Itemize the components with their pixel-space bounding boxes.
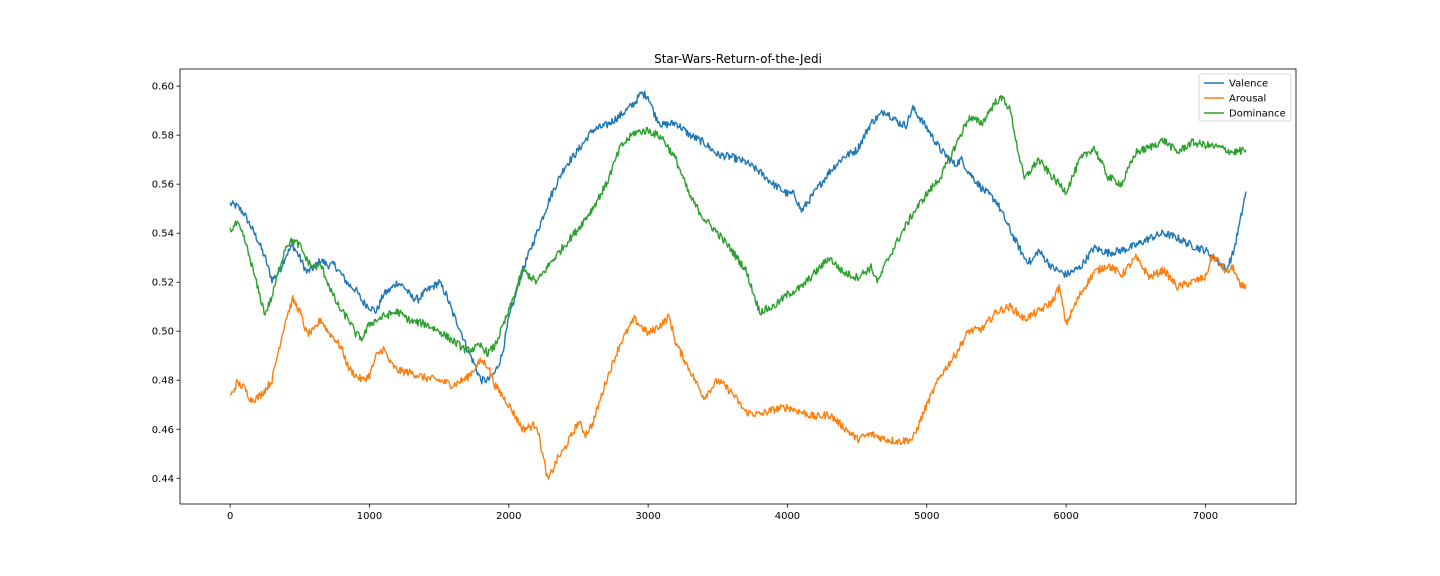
y-tick-label: 0.58 bbox=[152, 131, 174, 142]
y-tick-label: 0.54 bbox=[152, 229, 174, 240]
y-tick-label: 0.50 bbox=[152, 327, 174, 338]
x-tick-label: 0 bbox=[227, 511, 233, 522]
chart-title: Star-Wars-Return-of-the-Jedi bbox=[654, 52, 822, 66]
series-line-arousal bbox=[229, 253, 1247, 481]
y-tick-label: 0.52 bbox=[152, 278, 174, 289]
x-tick-label: 4000 bbox=[775, 511, 800, 522]
x-tick-label: 6000 bbox=[1053, 511, 1078, 522]
legend-label-valence: Valence bbox=[1229, 79, 1268, 90]
y-tick-label: 0.46 bbox=[152, 425, 174, 436]
y-tick-label: 0.44 bbox=[152, 474, 174, 485]
x-tick-label: 2000 bbox=[496, 511, 521, 522]
x-tick-label: 5000 bbox=[914, 511, 939, 522]
axes: 0 1000 2000 3000 4000 5000 6000 7000 0.44 0.46 0.4… bbox=[152, 68, 1297, 522]
x-tick-label: 1000 bbox=[357, 511, 382, 522]
legend: Valence Arousal Dominance bbox=[1198, 73, 1292, 122]
x-tick-label: 7000 bbox=[1193, 511, 1218, 522]
y-tick-label: 0.60 bbox=[152, 82, 174, 93]
legend-label-arousal: Arousal bbox=[1229, 94, 1266, 105]
legend-box bbox=[1198, 73, 1292, 122]
y-tick-label: 0.48 bbox=[152, 376, 174, 387]
legend-label-dominance: Dominance bbox=[1229, 109, 1286, 120]
y-tick-label: 0.56 bbox=[152, 180, 174, 191]
series-group bbox=[229, 90, 1247, 481]
series-line-dominance bbox=[229, 94, 1247, 357]
plot-area bbox=[229, 90, 1247, 481]
series-line-valence bbox=[229, 90, 1247, 385]
axes-frame bbox=[179, 68, 1297, 505]
x-tick-label: 3000 bbox=[635, 511, 660, 522]
